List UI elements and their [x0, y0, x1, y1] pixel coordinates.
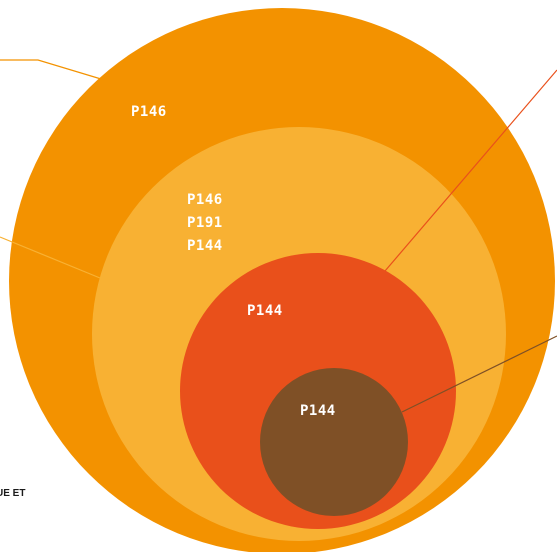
connector-line: [384, 69, 557, 272]
connector-line: [401, 335, 557, 413]
connector-line: [0, 236, 101, 279]
node-label: P144: [247, 303, 283, 319]
node-label: P144: [300, 403, 336, 419]
connector-line: [0, 59, 102, 80]
node-label: P146: [131, 104, 167, 120]
node-label: P191: [187, 215, 223, 231]
node-label: P144: [187, 238, 223, 254]
core-circle: [260, 368, 408, 516]
node-label: P146: [187, 192, 223, 208]
caption: UE ET: [0, 488, 25, 499]
